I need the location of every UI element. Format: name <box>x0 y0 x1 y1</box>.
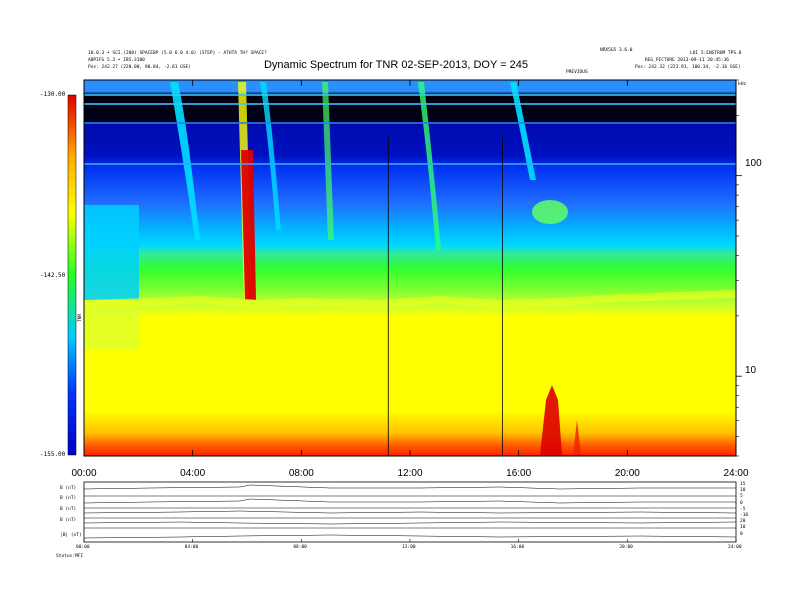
x-tick-label: 04:00 <box>180 468 206 479</box>
emission-streak-4 <box>322 82 334 240</box>
header-center-small: PREVIOUS <box>566 70 588 75</box>
header-info-line-2: ABPIFG 5.3 • IB5.3100 <box>88 58 145 63</box>
trace-1 <box>83 484 736 490</box>
spectrogram-region-early-green <box>84 300 139 350</box>
panel-x-tick-label: 20:00 <box>619 545 633 550</box>
axis-unit-small: kHz <box>738 82 747 87</box>
panel-label-5: |B| (nT) <box>60 533 82 538</box>
panel-label-1: B (nT) <box>60 486 77 491</box>
footer-instrument: MFI <box>75 554 84 559</box>
panel-label-2: B (nT) <box>60 496 77 501</box>
header-position-right: Pos: 242.32 (223.91, 100.34, -2.16 GSE) <box>635 65 741 70</box>
panel-x-tick-label: 08:00 <box>293 545 307 550</box>
panel-right-label: -5 <box>740 506 746 512</box>
low-frequency-burst-2 <box>573 420 581 455</box>
y-tick-label-10: 10 <box>745 365 757 376</box>
header-generated: REG_PICTURE 2013-09-11 20:45:36 <box>645 58 729 63</box>
y-tick-label-100: 100 <box>745 158 762 169</box>
panel-label-3: B (nT) <box>60 507 77 512</box>
header-position-left: Pos: 242.27 (220.00, 90.84, -2.81 GSE) <box>88 65 191 70</box>
trace-4 <box>83 521 737 525</box>
colorbar-label-bottom: -155.00 <box>40 451 66 458</box>
x-axis-ticks <box>83 80 737 456</box>
header-version: NRX5G5 3.6.0 <box>600 48 633 53</box>
panel-right-label: 10 <box>740 525 746 531</box>
panel-right-label: 10 <box>740 488 746 494</box>
emission-streak-3 <box>260 82 281 230</box>
interference-line-4 <box>84 163 736 165</box>
plasma-line-band <box>84 290 736 308</box>
panel-right-label: -10 <box>740 513 749 518</box>
colorbar <box>67 94 77 456</box>
x-tick-label: 12:00 <box>397 468 423 479</box>
colorbar-label-top: -130.00 <box>40 91 66 98</box>
panel-x-tick-label: 12:00 <box>402 545 416 550</box>
panel-right-label: 0 <box>740 500 743 506</box>
header-info-line-1: 10.0.3 • SCI.(200) SPACEBP (5.0 6.0 4.0)… <box>88 51 267 56</box>
interference-line-1 <box>84 94 736 96</box>
spectrogram-background <box>84 80 736 456</box>
trace-5 <box>83 534 737 539</box>
interference-line-3 <box>84 122 736 124</box>
panel-right-label: 15 <box>740 482 746 487</box>
emission-streak-1 <box>170 82 200 240</box>
panel-x-tick-label: 00:00 <box>76 545 90 550</box>
chart-title: Dynamic Spectrum for TNR 02-SEP-2013, DO… <box>263 59 528 71</box>
colorbar-title: TNR <box>78 313 83 322</box>
x-tick-label: 24:00 <box>723 468 749 479</box>
panel-x-tick-label: 16:00 <box>510 545 525 550</box>
trace-3 <box>83 510 737 514</box>
low-frequency-burst <box>540 385 562 455</box>
spectrogram-region-early-cyan <box>84 205 139 300</box>
emission-streak-6 <box>510 82 536 180</box>
emission-burst-red <box>241 150 256 300</box>
panel-right-label: 20 <box>740 519 746 525</box>
panel-x-ticks <box>83 539 737 542</box>
panel-x-tick-label: 04:00 <box>184 545 199 550</box>
vertical-markers <box>387 135 503 456</box>
magnetic-field-panels <box>83 481 737 543</box>
panel-right-label: 5 <box>740 494 743 500</box>
y-axis-ticks <box>736 79 742 457</box>
panel-label-4: B (nT) <box>60 518 77 523</box>
x-tick-label: 08:00 <box>288 468 314 479</box>
interference-line-2 <box>84 103 736 105</box>
trace-2 <box>83 498 736 504</box>
x-tick-label: 16:00 <box>506 468 532 479</box>
panel-right-label: 0 <box>740 531 743 537</box>
footer-status: Status: <box>56 554 75 559</box>
emission-patch <box>532 200 568 224</box>
panel-x-tick-label: 24:00 <box>728 545 742 550</box>
x-tick-label: 00:00 <box>71 468 97 479</box>
x-tick-label: 20:00 <box>614 468 640 479</box>
header-instrument: LOI 5:ENSTRUM TPS.0 <box>690 51 742 56</box>
colorbar-label-mid: -142.50 <box>40 272 66 279</box>
spectrogram <box>84 80 736 456</box>
